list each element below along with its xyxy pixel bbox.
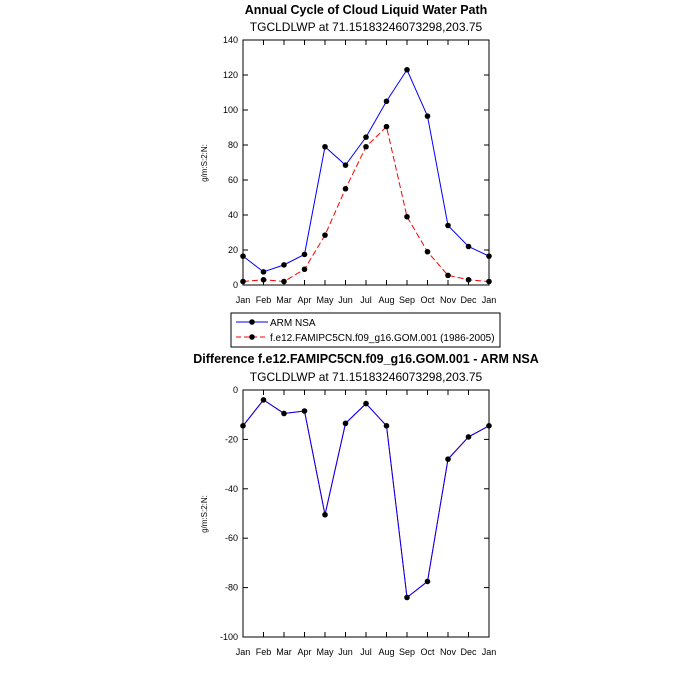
series-0-point: [342, 162, 349, 168]
x-tick-label: Apr: [297, 647, 311, 657]
x-tick-label: Feb: [256, 295, 272, 305]
chart-subtitle-bottom: TGCLDLWP at 71.15183246073298,203.75: [250, 370, 483, 384]
series-0-point: [424, 113, 431, 119]
y-axis-label-bottom: g/m:S:2:N:: [200, 495, 209, 533]
series-line-0: [242, 399, 490, 599]
series-0-point: [445, 456, 451, 462]
y-tick-label: 20: [228, 245, 238, 255]
series-0-point: [383, 423, 390, 429]
series-0-point: [383, 98, 390, 105]
x-tick-label: Oct: [420, 295, 435, 305]
x-tick-label: Mar: [276, 295, 292, 305]
y-tick-label: 0: [233, 280, 238, 290]
series-0-point: [342, 420, 349, 427]
series-0-point: [465, 434, 472, 440]
y-tick-label: -60: [225, 533, 238, 543]
y-tick-label: 40: [228, 210, 238, 220]
x-tick-label: May: [316, 647, 334, 657]
series-0-point: [260, 397, 267, 403]
series-1-point: [322, 232, 328, 238]
series-line-0: [242, 68, 490, 273]
series-1-point: [424, 248, 431, 255]
x-tick-label: Nov: [440, 295, 457, 305]
plot-frame-bottom: [242, 389, 490, 638]
series-0-point: [363, 400, 369, 407]
series-1-point: [342, 185, 349, 192]
y-tick-label: -40: [225, 484, 238, 494]
x-tick-label: Feb: [256, 647, 272, 657]
series-line-overlay: [242, 399, 490, 599]
series-0-point: [322, 143, 328, 150]
difference-chart: Difference f.e12.FAMIPC5CN.f09_g16.GOM.0…: [193, 352, 538, 657]
x-tick-label: May: [316, 295, 334, 305]
series-1-point: [445, 272, 451, 279]
y-tick-label: -100: [220, 632, 238, 642]
series-0-point: [404, 594, 410, 601]
y-tick-label: 0: [233, 385, 238, 395]
x-tick-label: Oct: [420, 647, 435, 657]
series-0-point: [281, 410, 287, 417]
series-0-point: [363, 134, 369, 140]
x-tick-label: Jun: [338, 647, 353, 657]
x-tick-label: Sep: [399, 647, 415, 657]
series-0-point: [301, 408, 308, 414]
series-0-point: [404, 66, 410, 73]
series-0-point: [424, 578, 431, 585]
series-1-point: [260, 276, 267, 283]
series-1-point: [404, 213, 410, 220]
y-tick-label: 120: [223, 70, 238, 80]
plot-area-bottom: -100 -80 -60 -40 -20 0 Jan Feb Mar Apr May Jun Jul Au…: [220, 385, 496, 657]
series-1-point: [363, 143, 369, 150]
series-line-1: [242, 125, 490, 283]
x-tick-label: Apr: [297, 295, 311, 305]
legend-marker-model: [249, 334, 255, 340]
legend-label-model: f.e12.FAMIPC5CN.f09_g16.GOM.001 (1986-20…: [270, 333, 495, 344]
legend-box: [230, 312, 501, 348]
y-tick-label: 100: [223, 105, 238, 115]
x-tick-label: Jan: [482, 295, 497, 305]
x-tick-label: Jun: [338, 295, 353, 305]
series-0-point: [260, 269, 267, 275]
x-tick-label: Dec: [460, 295, 477, 305]
x-tick-label: Jul: [360, 647, 372, 657]
series-1-point: [465, 276, 472, 283]
chart-title-bottom: Difference f.e12.FAMIPC5CN.f09_g16.GOM.0…: [193, 352, 538, 366]
legend: ARM NSA f.e12.FAMIPC5CN.f09_g16.GOM.001 …: [230, 312, 501, 348]
y-tick-label: 80: [228, 140, 238, 150]
x-tick-label: Jul: [360, 295, 372, 305]
x-tick-label: Jan: [482, 647, 497, 657]
series-0-point: [445, 222, 451, 229]
y-tick-label: 60: [228, 175, 238, 185]
x-tick-label: Aug: [378, 295, 394, 305]
series-0-point: [465, 243, 472, 250]
x-tick-label: Nov: [440, 647, 457, 657]
annual-cycle-chart: Annual Cycle of Cloud Liquid Water Path …: [200, 3, 496, 305]
x-tick-label: Dec: [460, 647, 477, 657]
chart-title-top: Annual Cycle of Cloud Liquid Water Path: [245, 3, 488, 17]
series-1-point: [383, 123, 390, 130]
y-tick-label: 140: [223, 35, 238, 45]
plot-frame-top: [242, 39, 490, 286]
legend-label-arm: ARM NSA: [270, 318, 316, 329]
series-0-point: [322, 511, 328, 518]
x-tick-label: Jan: [236, 295, 251, 305]
chart-subtitle-top: TGCLDLWP at 71.15183246073298,203.75: [250, 20, 483, 34]
y-tick-label: -80: [225, 583, 238, 593]
x-tick-label: Mar: [276, 647, 292, 657]
series-0-point: [281, 262, 287, 268]
plot-area-top: 0 20 40 60 80 100 120 140 Jan Feb Mar Apr May Jun Jul A…: [223, 35, 496, 305]
x-tick-label: Jan: [236, 647, 251, 657]
x-tick-label: Aug: [378, 647, 394, 657]
series-0-point: [301, 251, 308, 258]
legend-marker-arm: [249, 319, 255, 325]
series-1-point: [281, 278, 287, 285]
series-1-point: [301, 266, 308, 273]
y-axis-label-top: g/m:S:2:N:: [200, 144, 209, 182]
y-tick-label: -20: [225, 434, 238, 444]
x-tick-label: Sep: [399, 295, 415, 305]
